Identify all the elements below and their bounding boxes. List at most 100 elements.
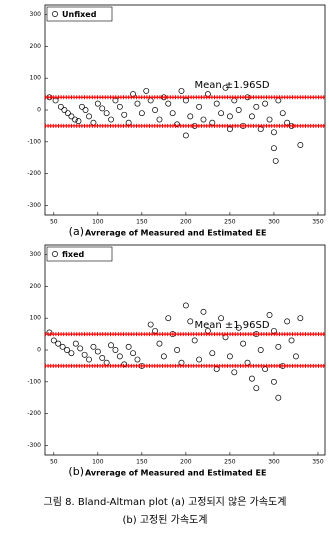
point [196,103,203,110]
point [82,107,89,113]
legend-marker [52,251,58,257]
point [272,157,279,164]
y-tick-label: -100 [27,378,41,385]
point [86,356,92,363]
point [116,353,123,360]
point [61,107,68,113]
legend-label: fixed [62,250,85,259]
plot-frame [44,244,326,456]
point [68,350,75,357]
point [134,356,141,363]
point [248,375,255,382]
point [121,361,128,368]
caption-line2: (b) 고정된 가속도계 [123,514,208,526]
point [178,87,185,94]
point [235,324,242,331]
point [187,113,194,120]
point [222,84,229,91]
point [270,378,277,385]
point [288,337,295,344]
point [59,343,66,350]
point [248,113,255,120]
point [174,121,181,128]
x-axis-label: Avrerage of Measured and Estimated EE [85,229,266,238]
point [147,321,154,328]
x-tick-label: 50 [50,459,58,466]
point [165,315,172,322]
point [71,116,78,123]
point [218,315,225,322]
x-tick-label: 150 [136,459,148,466]
point [103,110,110,117]
point [200,308,207,315]
point [270,145,277,152]
point [165,100,172,107]
point [130,350,137,357]
point [182,302,189,309]
point [200,116,207,123]
panel-label: (a) [69,225,84,238]
point [160,353,167,360]
y-tick-label: 100 [30,315,42,322]
point [99,355,106,361]
point [187,318,194,325]
panel-label: (b) [68,465,84,478]
point [156,340,163,347]
y-tick-label: 100 [30,75,42,82]
point [284,318,291,325]
point [275,394,282,401]
point [112,347,119,353]
y-tick-label: -200 [27,410,41,417]
point [108,116,114,123]
point [156,116,163,123]
point [218,110,225,117]
x-tick-label: 100 [92,219,104,226]
y-tick-label: 200 [30,283,42,290]
point [169,110,176,117]
x-tick-label: 300 [268,219,280,226]
point [134,100,141,107]
point [108,342,114,349]
point [72,340,79,347]
point [68,113,75,120]
point [279,110,286,117]
y-tick-label: 0 [37,107,41,114]
point [55,340,62,347]
point [270,129,277,136]
point [138,110,145,117]
x-tick-label: 50 [50,219,58,226]
x-tick-label: 200 [180,459,192,466]
y-tick-label: 300 [30,251,42,258]
point [266,116,273,123]
caption-line1: 그림 8. Bland-Altman plot (a) 고정되지 않은 가속도계 [44,496,287,508]
point [226,113,233,120]
point [257,347,264,353]
legend-box [46,246,113,262]
point [226,353,233,360]
legend-marker [52,11,58,17]
point [297,142,304,148]
x-tick-label: 250 [224,459,236,466]
point [191,337,198,344]
point [116,103,123,110]
point [64,347,70,353]
x-tick-label: 100 [92,459,104,466]
y-tick-label: 0 [37,347,41,354]
x-axis-label: Avrerage of Measured and Estimated EE [85,469,266,478]
point [94,348,101,355]
point [262,100,269,107]
point [77,345,84,352]
x-tick-label: 250 [224,219,236,226]
point [79,103,85,110]
point [253,385,260,392]
x-tick-label: 350 [312,459,324,466]
point [94,100,101,107]
point [182,132,189,139]
y-tick-label: -200 [27,170,41,177]
point [75,118,82,125]
point [90,343,97,350]
point [231,369,238,376]
point [46,329,53,336]
point [196,356,203,363]
